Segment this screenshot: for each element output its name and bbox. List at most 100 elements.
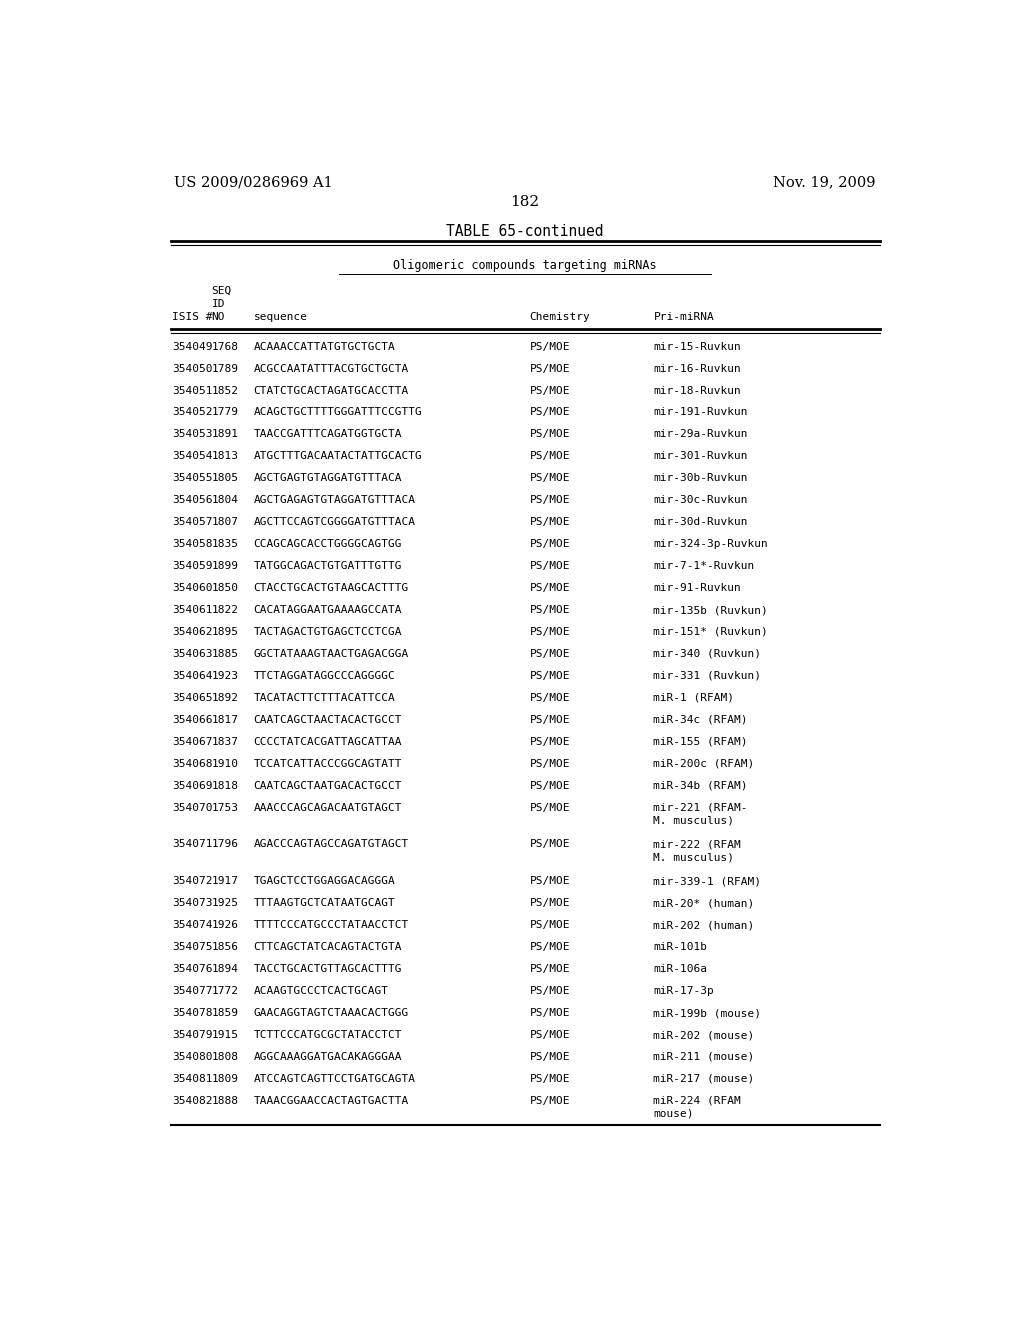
Text: 354062: 354062 <box>172 627 213 638</box>
Text: AGCTGAGTGTAGGATGTTTACA: AGCTGAGTGTAGGATGTTTACA <box>254 474 402 483</box>
Text: miR-202 (mouse): miR-202 (mouse) <box>653 1030 755 1040</box>
Text: CACATAGGAATGAAAAGCCATA: CACATAGGAATGAAAAGCCATA <box>254 605 402 615</box>
Text: 354052: 354052 <box>172 408 213 417</box>
Text: TTCTAGGATAGGCCCAGGGGC: TTCTAGGATAGGCCCAGGGGC <box>254 671 395 681</box>
Text: PS/MOE: PS/MOE <box>529 1008 570 1018</box>
Text: 354051: 354051 <box>172 385 213 396</box>
Text: 354071: 354071 <box>172 840 213 850</box>
Text: mir-331 (Ruvkun): mir-331 (Ruvkun) <box>653 671 762 681</box>
Text: PS/MOE: PS/MOE <box>529 583 570 593</box>
Text: TCTTCCCATGCGCTATACCTCT: TCTTCCCATGCGCTATACCTCT <box>254 1030 402 1040</box>
Text: 354064: 354064 <box>172 671 213 681</box>
Text: 354080: 354080 <box>172 1052 213 1063</box>
Text: ACAGCTGCTTTTGGGATTTCCGTTG: ACAGCTGCTTTTGGGATTTCCGTTG <box>254 408 422 417</box>
Text: TTTTCCCATGCCCTATAACCTCT: TTTTCCCATGCCCTATAACCTCT <box>254 920 409 931</box>
Text: PS/MOE: PS/MOE <box>529 671 570 681</box>
Text: PS/MOE: PS/MOE <box>529 474 570 483</box>
Text: AGGCAAAGGATGACAKAGGGAA: AGGCAAAGGATGACAKAGGGAA <box>254 1052 402 1063</box>
Text: mir-18-Ruvkun: mir-18-Ruvkun <box>653 385 741 396</box>
Text: 1837: 1837 <box>212 737 239 747</box>
Text: PS/MOE: PS/MOE <box>529 408 570 417</box>
Text: 1923: 1923 <box>212 671 239 681</box>
Text: mir-30d-Ruvkun: mir-30d-Ruvkun <box>653 517 748 527</box>
Text: miR-199b (mouse): miR-199b (mouse) <box>653 1008 762 1018</box>
Text: GGCTATAAAGTAACTGAGACGGA: GGCTATAAAGTAACTGAGACGGA <box>254 649 409 659</box>
Text: TACTAGACTGTGAGCTCCTCGA: TACTAGACTGTGAGCTCCTCGA <box>254 627 402 638</box>
Text: 1885: 1885 <box>212 649 239 659</box>
Text: ISIS #: ISIS # <box>172 312 213 322</box>
Text: 354068: 354068 <box>172 759 213 768</box>
Text: PS/MOE: PS/MOE <box>529 539 570 549</box>
Text: CCAGCAGCACCTGGGGCAGTGG: CCAGCAGCACCTGGGGCAGTGG <box>254 539 402 549</box>
Text: Oligomeric compounds targeting miRNAs: Oligomeric compounds targeting miRNAs <box>393 259 656 272</box>
Text: 354061: 354061 <box>172 605 213 615</box>
Text: 1804: 1804 <box>212 495 239 506</box>
Text: PS/MOE: PS/MOE <box>529 385 570 396</box>
Text: 1891: 1891 <box>212 429 239 440</box>
Text: CAATCAGCTAATGACACTGCCT: CAATCAGCTAATGACACTGCCT <box>254 780 402 791</box>
Text: 1808: 1808 <box>212 1052 239 1063</box>
Text: mir-7-1*-Ruvkun: mir-7-1*-Ruvkun <box>653 561 755 572</box>
Text: 1809: 1809 <box>212 1074 239 1084</box>
Text: 1807: 1807 <box>212 517 239 527</box>
Text: CAATCAGCTAACTACACTGCCT: CAATCAGCTAACTACACTGCCT <box>254 714 402 725</box>
Text: 354055: 354055 <box>172 474 213 483</box>
Text: ACAAGTGCCCTCACTGCAGT: ACAAGTGCCCTCACTGCAGT <box>254 986 388 997</box>
Text: SEQ: SEQ <box>212 285 232 296</box>
Text: PS/MOE: PS/MOE <box>529 714 570 725</box>
Text: 1859: 1859 <box>212 1008 239 1018</box>
Text: miR-200c (RFAM): miR-200c (RFAM) <box>653 759 755 768</box>
Text: CCCCTATCACGATTAGCATTAA: CCCCTATCACGATTAGCATTAA <box>254 737 402 747</box>
Text: 1835: 1835 <box>212 539 239 549</box>
Text: miR-106a: miR-106a <box>653 964 708 974</box>
Text: mir-30c-Ruvkun: mir-30c-Ruvkun <box>653 495 748 506</box>
Text: PS/MOE: PS/MOE <box>529 495 570 506</box>
Text: 354081: 354081 <box>172 1074 213 1084</box>
Text: TCCATCATTACCCGGCAGTATT: TCCATCATTACCCGGCAGTATT <box>254 759 402 768</box>
Text: 354075: 354075 <box>172 942 213 952</box>
Text: 1910: 1910 <box>212 759 239 768</box>
Text: miR-101b: miR-101b <box>653 942 708 952</box>
Text: PS/MOE: PS/MOE <box>529 342 570 351</box>
Text: miR-34b (RFAM): miR-34b (RFAM) <box>653 780 748 791</box>
Text: 354063: 354063 <box>172 649 213 659</box>
Text: 1925: 1925 <box>212 899 239 908</box>
Text: TACCTGCACTGTTAGCACTTTG: TACCTGCACTGTTAGCACTTTG <box>254 964 402 974</box>
Text: CTACCTGCACTGTAAGCACTTTG: CTACCTGCACTGTAAGCACTTTG <box>254 583 409 593</box>
Text: mir-135b (Ruvkun): mir-135b (Ruvkun) <box>653 605 768 615</box>
Text: mir-191-Ruvkun: mir-191-Ruvkun <box>653 408 748 417</box>
Text: PS/MOE: PS/MOE <box>529 840 570 850</box>
Text: 354059: 354059 <box>172 561 213 572</box>
Text: 354072: 354072 <box>172 876 213 887</box>
Text: 1899: 1899 <box>212 561 239 572</box>
Text: 354054: 354054 <box>172 451 213 462</box>
Text: PS/MOE: PS/MOE <box>529 803 570 813</box>
Text: mir-15-Ruvkun: mir-15-Ruvkun <box>653 342 741 351</box>
Text: 1772: 1772 <box>212 986 239 997</box>
Text: 354058: 354058 <box>172 539 213 549</box>
Text: 1892: 1892 <box>212 693 239 702</box>
Text: PS/MOE: PS/MOE <box>529 693 570 702</box>
Text: TATGGCAGACTGTGATTTGTTG: TATGGCAGACTGTGATTTGTTG <box>254 561 402 572</box>
Text: miR-211 (mouse): miR-211 (mouse) <box>653 1052 755 1063</box>
Text: mir-16-Ruvkun: mir-16-Ruvkun <box>653 363 741 374</box>
Text: 1894: 1894 <box>212 964 239 974</box>
Text: 354060: 354060 <box>172 583 213 593</box>
Text: PS/MOE: PS/MOE <box>529 920 570 931</box>
Text: miR-1 (RFAM): miR-1 (RFAM) <box>653 693 734 702</box>
Text: 1813: 1813 <box>212 451 239 462</box>
Text: TTTAAGTGCTCATAATGCAGT: TTTAAGTGCTCATAATGCAGT <box>254 899 395 908</box>
Text: PS/MOE: PS/MOE <box>529 1074 570 1084</box>
Text: 1915: 1915 <box>212 1030 239 1040</box>
Text: PS/MOE: PS/MOE <box>529 1052 570 1063</box>
Text: 1850: 1850 <box>212 583 239 593</box>
Text: 1796: 1796 <box>212 840 239 850</box>
Text: AGCTTCCAGTCGGGGATGTTTACA: AGCTTCCAGTCGGGGATGTTTACA <box>254 517 416 527</box>
Text: 354073: 354073 <box>172 899 213 908</box>
Text: ATCCAGTCAGTTCCTGATGCAGTA: ATCCAGTCAGTTCCTGATGCAGTA <box>254 1074 416 1084</box>
Text: ACAAACCATTATGTGCTGCTA: ACAAACCATTATGTGCTGCTA <box>254 342 395 351</box>
Text: TAAACGGAACCACTAGTGACTTA: TAAACGGAACCACTAGTGACTTA <box>254 1096 409 1106</box>
Text: miR-155 (RFAM): miR-155 (RFAM) <box>653 737 748 747</box>
Text: PS/MOE: PS/MOE <box>529 517 570 527</box>
Text: PS/MOE: PS/MOE <box>529 451 570 462</box>
